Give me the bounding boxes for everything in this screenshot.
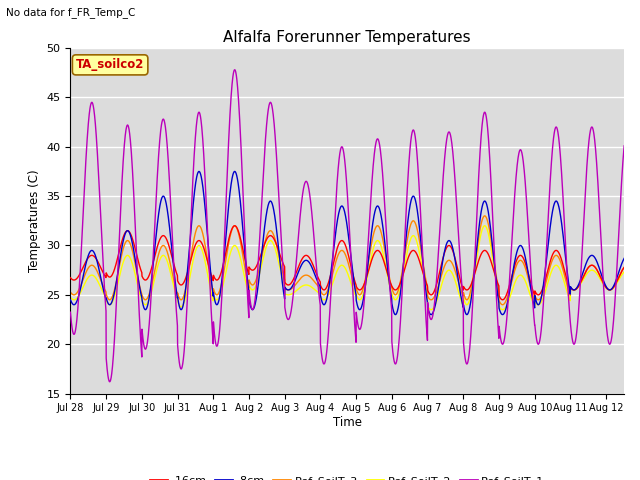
Y-axis label: Temperatures (C): Temperatures (C) <box>28 169 41 272</box>
Title: Alfalfa Forerunner Temperatures: Alfalfa Forerunner Temperatures <box>223 30 471 46</box>
Text: TA_soilco2: TA_soilco2 <box>76 59 144 72</box>
Text: No data for f_FR_Temp_C: No data for f_FR_Temp_C <box>6 7 136 18</box>
Legend: -16cm, -8cm, Ref_SoilT_3, Ref_SoilT_2, Ref_SoilT_1: -16cm, -8cm, Ref_SoilT_3, Ref_SoilT_2, R… <box>146 472 548 480</box>
X-axis label: Time: Time <box>333 416 362 429</box>
